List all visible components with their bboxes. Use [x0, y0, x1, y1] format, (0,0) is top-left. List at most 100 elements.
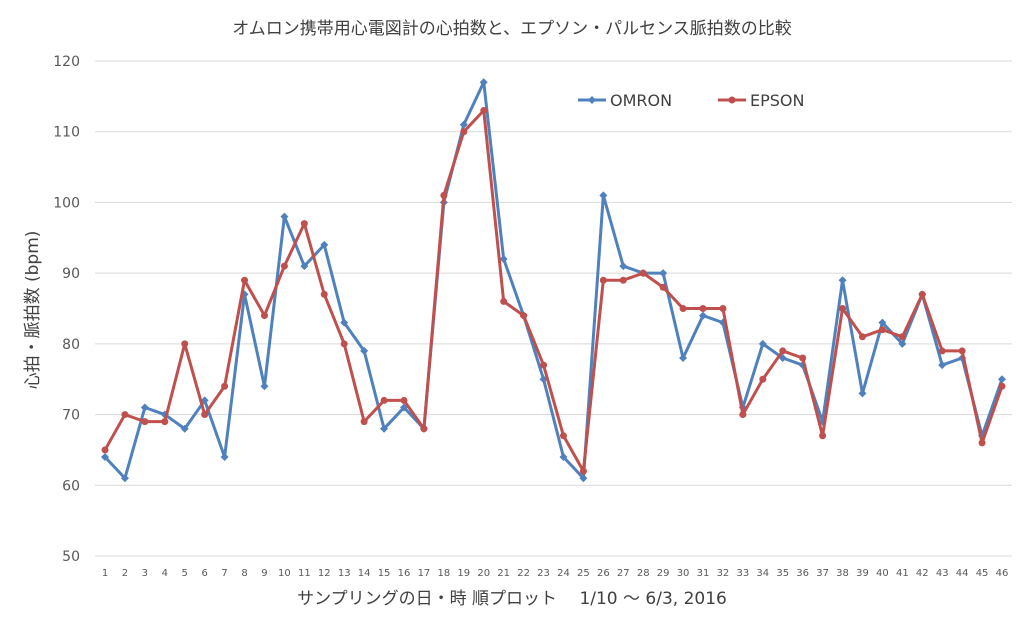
x-tick-label: 38: [836, 568, 849, 579]
data-point: [400, 396, 408, 404]
data-point: [819, 432, 827, 440]
legend-marker: [728, 96, 736, 104]
y-tick-label: 60: [62, 478, 80, 494]
x-tick-label: 35: [776, 568, 789, 579]
data-point: [459, 120, 468, 129]
legend-label: OMRON: [610, 91, 672, 110]
chart-title: オムロン携帯用心電図計の心拍数と、エプソン・パルセンス脈拍数の比較: [232, 19, 791, 39]
data-point: [898, 333, 906, 341]
x-tick-label: 15: [378, 568, 391, 579]
x-tick-label: 39: [856, 568, 869, 579]
data-point: [540, 361, 548, 369]
data-point: [220, 453, 229, 461]
data-point: [300, 220, 308, 228]
y-tick-label: 120: [53, 54, 80, 70]
data-point: [679, 354, 688, 362]
x-tick-label: 20: [477, 568, 490, 579]
data-point: [140, 403, 149, 412]
data-point: [380, 424, 389, 433]
data-point: [241, 276, 249, 284]
y-tick-label: 90: [62, 266, 80, 282]
data-point: [599, 191, 608, 200]
data-point: [559, 453, 568, 461]
data-point: [320, 240, 329, 249]
data-point: [619, 276, 627, 284]
x-tick-label: 12: [318, 568, 331, 579]
data-point: [280, 262, 288, 270]
data-point: [639, 269, 647, 277]
data-point: [120, 474, 129, 483]
data-point: [978, 439, 986, 447]
data-point: [878, 326, 886, 334]
data-point: [878, 318, 887, 327]
x-tick-label: 23: [537, 568, 550, 579]
x-tick-label: 24: [557, 568, 570, 579]
x-tick-label: 37: [816, 568, 829, 579]
data-point: [479, 78, 488, 87]
series-line-omron: [103, 80, 1004, 480]
data-point: [161, 418, 169, 426]
x-tick-label: 7: [221, 568, 227, 579]
y-tick-label: 80: [62, 337, 80, 353]
x-tick-label: 17: [418, 568, 431, 579]
legend-marker: [588, 96, 596, 104]
data-point: [180, 424, 189, 433]
y-tick-label: 70: [62, 408, 80, 424]
data-point: [360, 418, 368, 426]
data-point: [121, 411, 129, 419]
data-point: [938, 347, 946, 355]
x-tick-label: 19: [457, 568, 470, 579]
data-point: [838, 276, 847, 285]
data-point: [340, 340, 348, 348]
x-tick-label: 10: [278, 568, 291, 579]
data-point: [500, 297, 508, 305]
x-tick-label: 27: [617, 568, 630, 579]
data-point: [719, 305, 727, 312]
data-point: [520, 312, 528, 320]
data-point: [440, 191, 448, 199]
data-point: [858, 333, 866, 341]
x-tick-label: 18: [437, 568, 450, 579]
data-point: [619, 262, 628, 271]
data-point: [201, 411, 209, 419]
x-tick-label: 42: [916, 568, 929, 579]
x-tick-label: 26: [597, 568, 610, 579]
data-point: [679, 305, 687, 312]
data-point: [360, 346, 369, 355]
data-point: [101, 453, 109, 461]
x-tick-label: 33: [736, 568, 749, 579]
x-tick-label: 45: [976, 568, 989, 579]
legend-label: EPSON: [750, 91, 804, 110]
x-tick-label: 46: [996, 568, 1009, 579]
data-point: [320, 290, 328, 298]
y-tick-label: 50: [62, 549, 80, 565]
x-tick-label: 25: [577, 568, 590, 579]
data-point: [759, 375, 767, 383]
data-point: [938, 361, 947, 370]
data-point: [260, 382, 269, 391]
data-point: [559, 432, 567, 440]
x-tick-label: 2: [122, 568, 128, 579]
data-point: [599, 276, 607, 284]
data-point: [699, 311, 707, 320]
data-point: [181, 340, 189, 348]
x-tick-label: 3: [142, 568, 148, 579]
x-tick-label: 14: [358, 568, 371, 579]
data-point: [998, 375, 1006, 384]
data-point: [579, 467, 587, 475]
y-axis-label: 心拍・脈拍数 (bpm): [23, 231, 43, 390]
data-point: [839, 305, 847, 312]
data-point: [420, 425, 428, 433]
x-tick-label: 9: [261, 568, 267, 579]
x-tick-label: 43: [936, 568, 949, 579]
data-point: [260, 312, 268, 320]
data-point: [141, 418, 149, 426]
x-tick-label: 31: [697, 568, 710, 579]
y-tick-label: 110: [53, 125, 80, 141]
series-line-epson: [103, 109, 1004, 473]
data-point: [460, 128, 468, 136]
data-point: [380, 396, 388, 404]
x-tick-label: 1: [102, 568, 108, 579]
data-point: [758, 339, 767, 348]
